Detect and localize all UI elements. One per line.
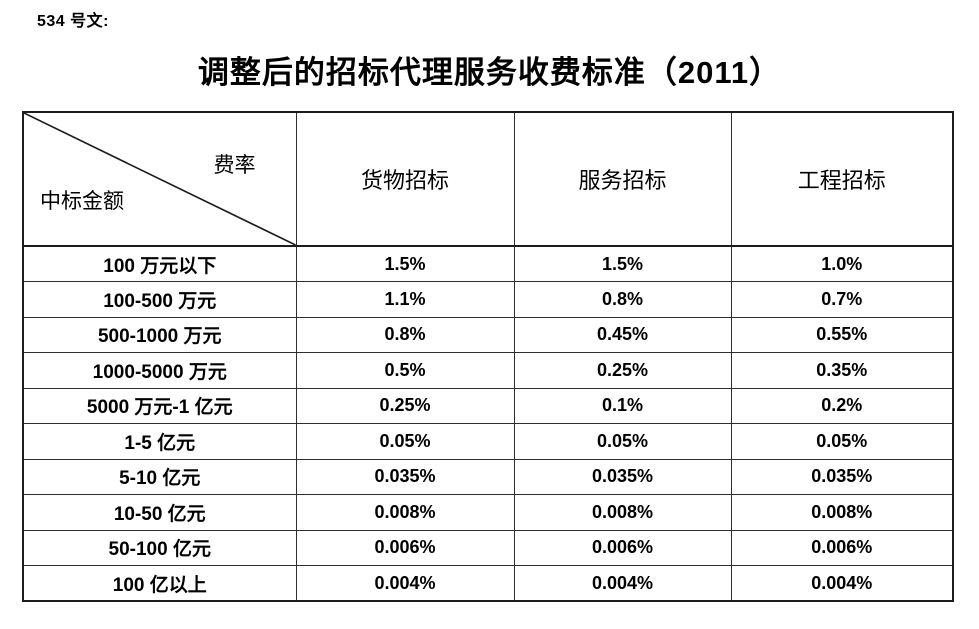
row-label: 50-100 亿元	[22, 529, 297, 566]
diagonal-corner-cell: 费率 中标金额	[22, 111, 297, 247]
column-header-engineering: 工程招标	[730, 111, 954, 247]
fee-cell: 0.8%	[295, 316, 515, 353]
row-label: 100 亿以上	[22, 565, 297, 602]
row-label: 100-500 万元	[22, 281, 297, 318]
fee-cell: 0.008%	[295, 494, 515, 531]
corner-label-fee-rate: 费率	[213, 153, 256, 177]
fee-cell: 0.2%	[730, 387, 954, 424]
fee-cell: 0.45%	[513, 316, 732, 353]
table-row: 10-50 亿元 0.008% 0.008% 0.008%	[22, 494, 954, 531]
fee-rate-table: 费率 中标金额 货物招标 服务招标 工程招标 100 万元以下 1.5% 1.5…	[22, 111, 954, 602]
fee-cell: 0.05%	[295, 423, 515, 460]
fee-cell: 0.006%	[730, 529, 954, 566]
fee-cell: 0.004%	[730, 565, 954, 602]
row-label: 5000 万元-1 亿元	[22, 387, 297, 424]
fee-cell: 0.25%	[513, 352, 732, 389]
row-label: 1-5 亿元	[22, 423, 297, 460]
table-header-row: 费率 中标金额 货物招标 服务招标 工程招标	[22, 111, 954, 247]
fee-cell: 0.05%	[730, 423, 954, 460]
fee-cell: 0.55%	[730, 316, 954, 353]
fee-cell: 0.7%	[730, 281, 954, 318]
fee-cell: 0.8%	[513, 281, 732, 318]
fee-cell: 0.05%	[513, 423, 732, 460]
fee-cell: 0.035%	[513, 458, 732, 495]
table-row: 100-500 万元 1.1% 0.8% 0.7%	[22, 281, 954, 318]
fee-cell: 1.1%	[295, 281, 515, 318]
row-label: 10-50 亿元	[22, 494, 297, 531]
fee-cell: 0.25%	[295, 387, 515, 424]
fee-cell: 0.5%	[295, 352, 515, 389]
fee-cell: 0.35%	[730, 352, 954, 389]
table-row: 1-5 亿元 0.05% 0.05% 0.05%	[22, 423, 954, 460]
fee-cell: 0.004%	[295, 565, 515, 602]
row-label: 500-1000 万元	[22, 316, 297, 353]
fee-cell: 0.004%	[513, 565, 732, 602]
page-title: 调整后的招标代理服务收费标准（2011）	[197, 55, 782, 90]
fee-cell: 0.008%	[730, 494, 954, 531]
table-row: 5-10 亿元 0.035% 0.035% 0.035%	[22, 458, 954, 495]
fee-cell: 0.1%	[513, 387, 732, 424]
column-header-goods: 货物招标	[295, 111, 515, 247]
fee-cell: 1.0%	[730, 245, 954, 282]
corner-label-bid-amount: 中标金额	[40, 189, 124, 213]
fee-cell: 0.008%	[513, 494, 732, 531]
fee-cell: 0.006%	[513, 529, 732, 566]
diagonal-divider-line	[24, 113, 296, 245]
fee-cell: 1.5%	[513, 245, 732, 282]
fee-cell: 1.5%	[295, 245, 515, 282]
row-label: 5-10 亿元	[22, 458, 297, 495]
table-row: 100 亿以上 0.004% 0.004% 0.004%	[22, 565, 954, 602]
row-label: 1000-5000 万元	[22, 352, 297, 389]
row-label: 100 万元以下	[22, 245, 297, 282]
fee-cell: 0.035%	[730, 458, 954, 495]
table-row: 100 万元以下 1.5% 1.5% 1.0%	[22, 245, 954, 282]
fee-cell: 0.006%	[295, 529, 515, 566]
table-row: 1000-5000 万元 0.5% 0.25% 0.35%	[22, 352, 954, 389]
fee-cell: 0.035%	[295, 458, 515, 495]
column-header-services: 服务招标	[513, 111, 732, 247]
table-row: 5000 万元-1 亿元 0.25% 0.1% 0.2%	[22, 387, 954, 424]
table-row: 50-100 亿元 0.006% 0.006% 0.006%	[22, 529, 954, 566]
doc-number-label: 534 号文:	[37, 13, 109, 30]
table-row: 500-1000 万元 0.8% 0.45% 0.55%	[22, 316, 954, 353]
